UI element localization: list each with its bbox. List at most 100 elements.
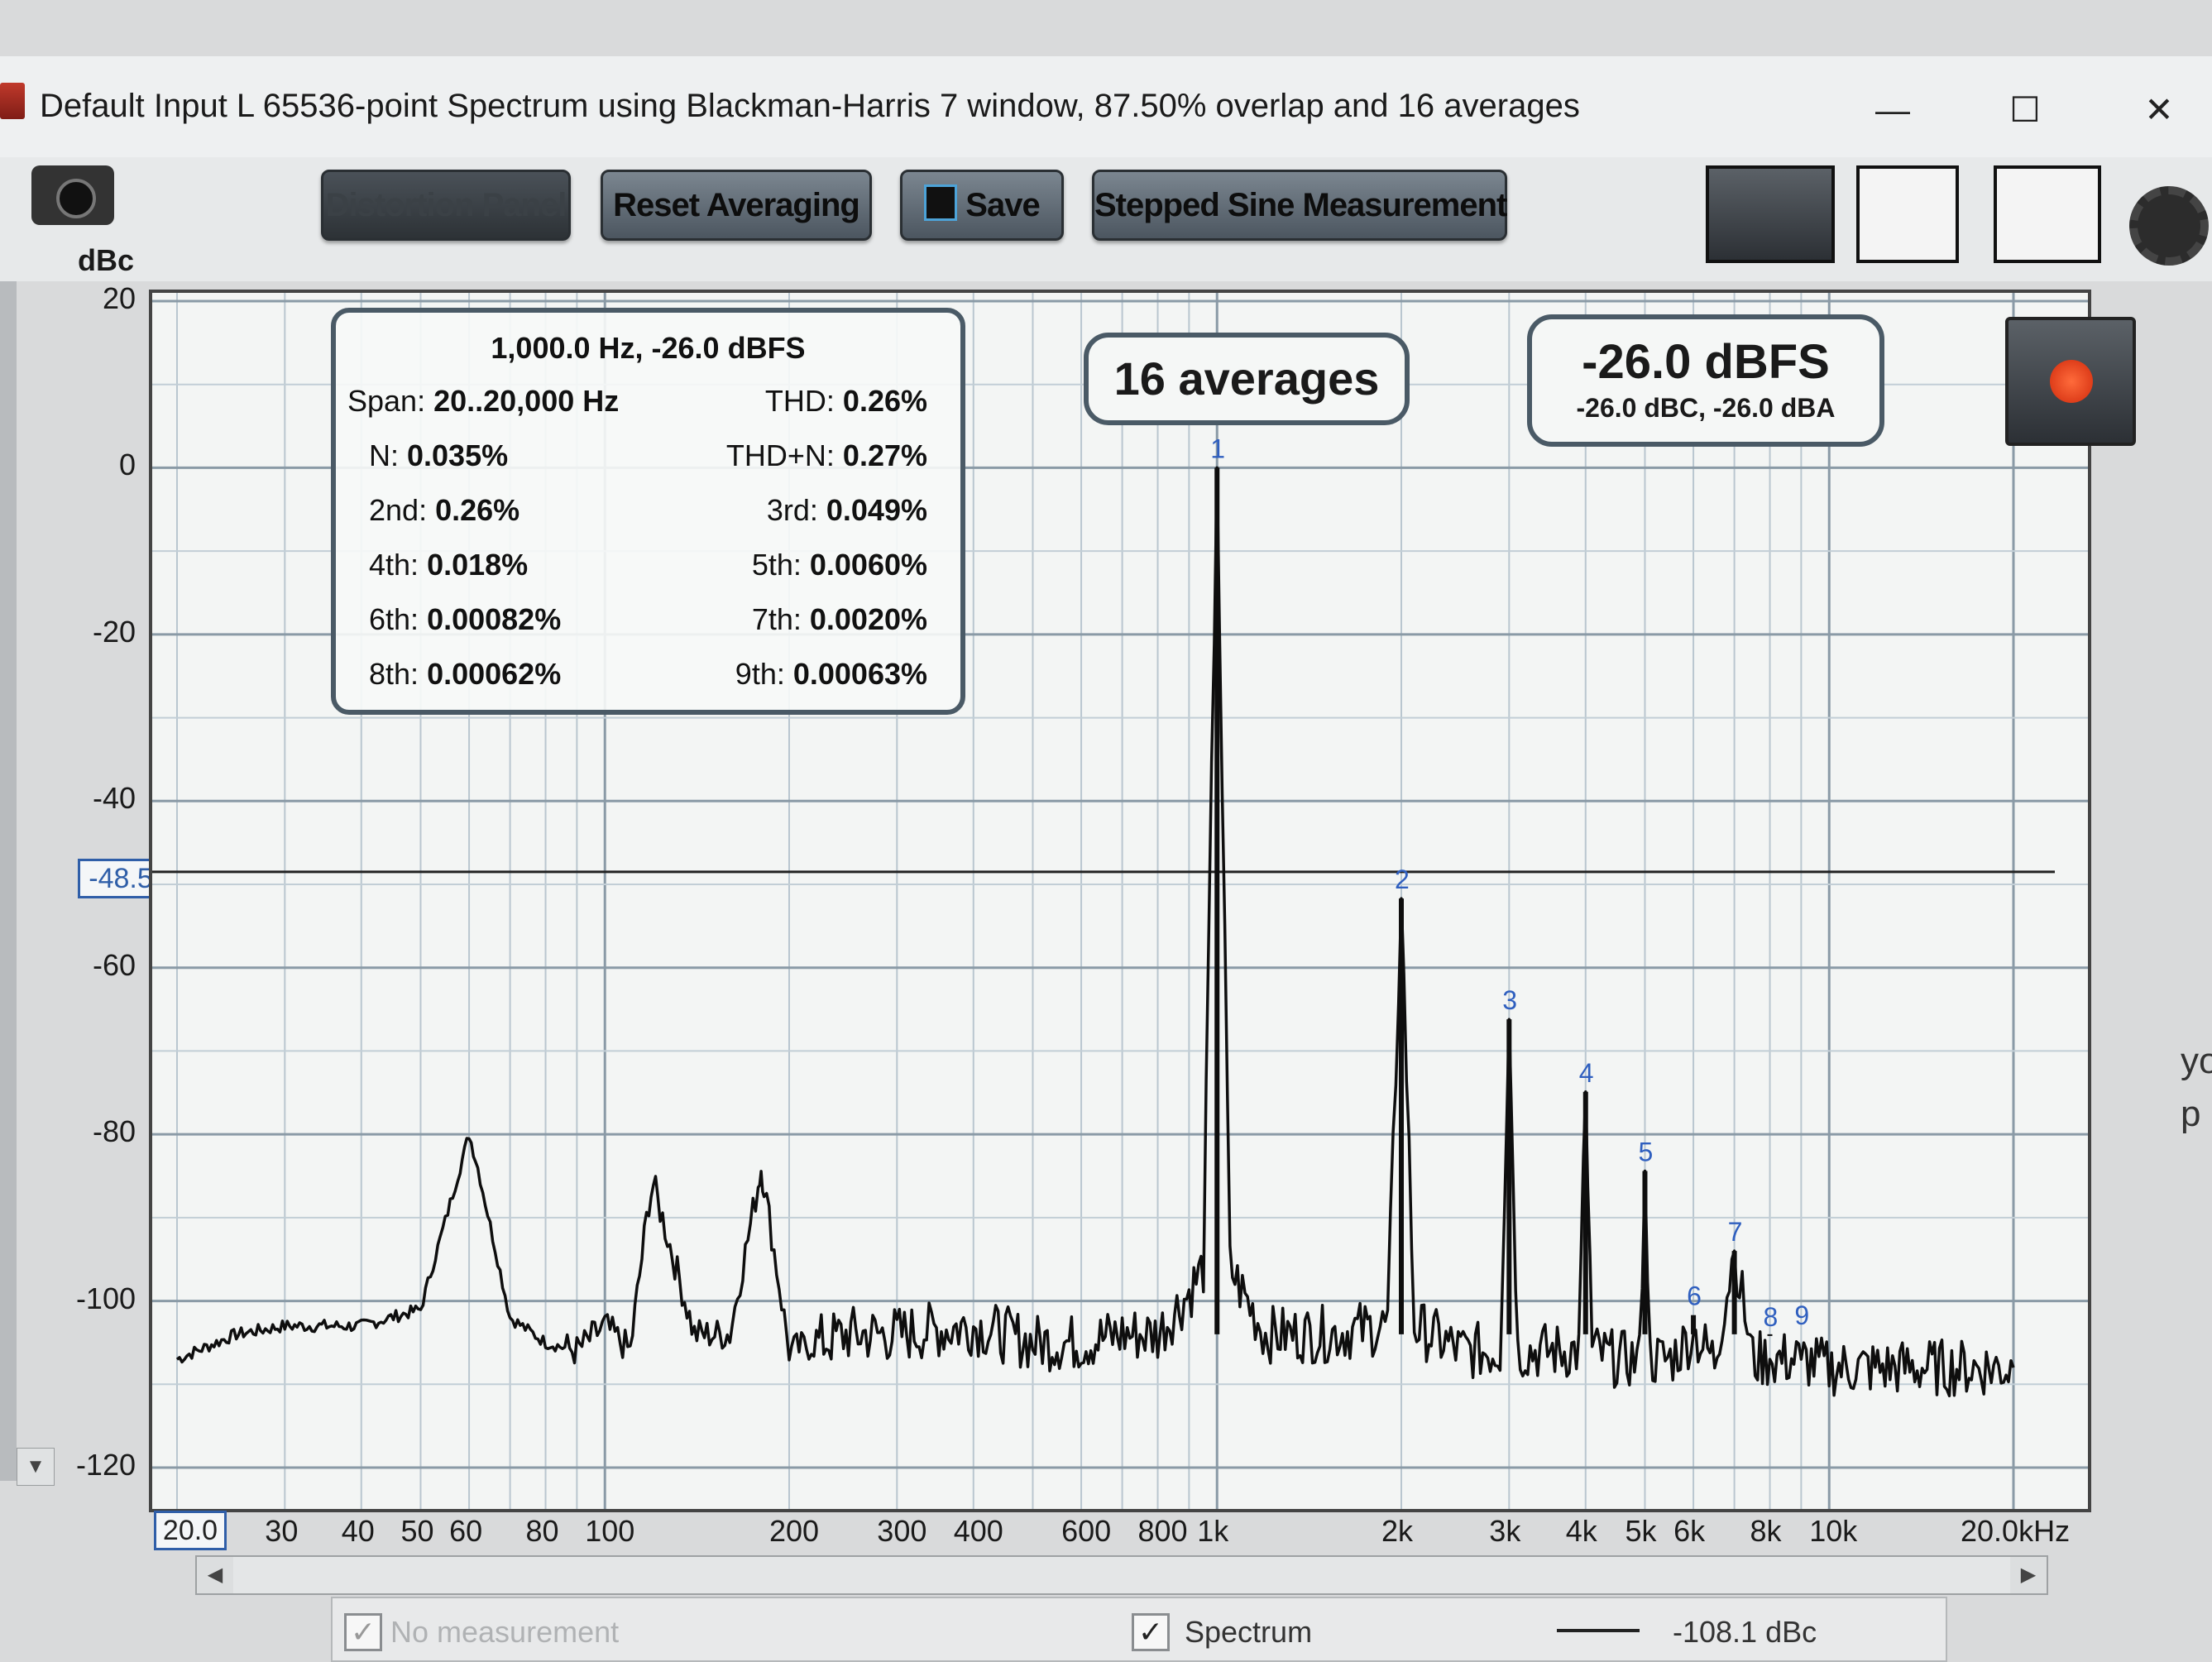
panel-metric-value: 0.018% [427,548,529,582]
x-tick-label: 6k [1673,1514,1706,1548]
x-tick-label: 300 [877,1514,927,1548]
harmonic-label-6: 6 [1687,1281,1702,1311]
panel-metric-value: 0.035% [407,438,509,472]
offscreen-text-2: p [2181,1094,2201,1134]
screenshot-camera-icon[interactable] [31,165,114,225]
title-bar [0,56,2212,175]
maximize-button[interactable]: ☐ [2009,90,2041,129]
panel-row-right: 5th: 0.0060% [752,548,927,582]
x-tick-label: 1k [1197,1514,1229,1548]
reset-averaging-button[interactable]: Reset Averaging [601,170,872,241]
harmonic-label-2: 2 [1395,865,1410,894]
minimize-button[interactable]: — [1875,90,1910,129]
vertical-scrollbar[interactable] [0,281,17,1481]
x-tick-label: 400 [953,1514,1003,1548]
panel-row-left: 2nd: 0.26% [369,493,519,528]
panel-metric-label: 3rd: [766,493,826,527]
x-tick-label: 2k [1381,1514,1414,1548]
spectrum-checkbox[interactable]: ✓ [1132,1613,1170,1651]
panel-metric-value: 0.26% [842,384,927,418]
x-tick-label: 600 [1061,1514,1112,1548]
spectrum-trace [175,466,2015,1398]
columns-view-icon[interactable] [1856,165,1959,263]
single-view-icon[interactable] [1706,165,1835,263]
x-tick-label: 800 [1137,1514,1188,1548]
spectrum-line-swatch [1557,1629,1640,1632]
fit-axes-icon[interactable] [1994,165,2101,263]
harmonic-label-8: 8 [1764,1302,1779,1332]
panel-row-left: 8th: 0.00062% [369,657,561,692]
panel-metric-label: 8th: [369,657,428,691]
scroll-left-arrow-icon[interactable]: ◀ [197,1557,233,1593]
save-button[interactable]: Save [900,170,1064,241]
y-tick-label: -80 [92,1114,136,1149]
panel-row-left: Span: 20..20,000 Hz [347,384,619,419]
harmonic-label-3: 3 [1502,985,1517,1015]
save-disk-icon [924,184,958,221]
x-tick-label: 20.0kHz [1961,1514,2071,1548]
x-tick-label: 60 [449,1514,483,1548]
panel-row-left: N: 0.035% [369,438,508,473]
input-level-dbfs: -26.0 dBFS [1582,335,1830,389]
panel-row-right: THD: 0.26% [765,384,927,419]
panel-metric-value: 0.00062% [427,657,562,691]
horizontal-scrollbar[interactable]: ◀ ▶ [195,1555,2048,1595]
harmonic-label-1: 1 [1210,433,1225,463]
panel-metric-value: 0.00063% [792,657,927,691]
app-icon [0,83,25,119]
x-tick-label: 80 [525,1514,559,1548]
spectrum-label: Spectrum [1185,1615,1313,1649]
panel-metric-value: 20..20,000 Hz [433,384,620,418]
distortion-panel-button[interactable]: Distortion Panel [321,170,571,241]
y-tick-label: -100 [75,1281,136,1315]
panel-metric-value: 0.0020% [809,602,927,636]
x-tick-label: 30 [265,1514,299,1548]
stepped-sine-measurement-button[interactable]: Stepped Sine Measurement [1092,170,1507,241]
panel-metric-label: Span: [347,384,434,418]
panel-metric-label: 2nd: [369,493,436,527]
harmonic-label-4: 4 [1579,1058,1594,1088]
scroll-down-arrow-icon[interactable]: ▼ [17,1448,55,1486]
panel-metric-label: N: [369,438,408,472]
panel-metric-value: 0.049% [826,493,927,527]
x-tick-label: 200 [769,1514,820,1548]
panel-metric-value: 0.27% [842,438,927,472]
scroll-right-arrow-icon[interactable]: ▶ [2010,1557,2047,1593]
panel-row-right: THD+N: 0.27% [726,438,927,473]
y-tick-label: -20 [92,614,136,649]
panel-metric-label: 6th: [369,602,428,636]
distortion-readout-panel: 1,000.0 Hz, -26.0 dBFS Span: 20..20,000 … [331,308,965,715]
y-tick-label: -120 [75,1448,136,1482]
input-level-display: -26.0 dBFS -26.0 dBC, -26.0 dBA [1527,314,1884,447]
x-tick-label: 5k [1625,1514,1657,1548]
panel-row-left: 4th: 0.018% [369,548,528,582]
x-axis-start-readout[interactable]: 20.0 [154,1511,227,1550]
no-measurement-label: No measurement [390,1615,620,1649]
spectrum-level-readout: -108.1 dBc [1673,1615,1817,1649]
settings-gear-icon[interactable] [2129,186,2209,266]
x-tick-label: 4k [1565,1514,1597,1548]
averages-badge: 16 averages [1084,333,1410,425]
x-tick-label: 50 [400,1514,434,1548]
panel-metric-label: 4th: [369,548,428,582]
panel-metric-label: 7th: [751,602,810,636]
record-button[interactable] [2005,317,2136,446]
y-tick-label: -60 [92,947,136,982]
y-tick-label: 0 [118,448,136,482]
fundamental-readout: 1,000.0 Hz, -26.0 dBFS [491,331,806,365]
close-button[interactable]: ✕ [2144,90,2174,129]
no-measurement-checkbox[interactable]: ✓ [344,1613,382,1651]
y-axis-unit: dBc [78,243,135,277]
offscreen-text-1: yo [2181,1041,2212,1081]
input-level-detail: -26.0 dBC, -26.0 dBA [1576,393,1836,423]
panel-row-left: 6th: 0.00082% [369,602,561,637]
panel-metric-label: 9th: [735,657,793,691]
harmonic-label-9: 9 [1794,1300,1809,1330]
y-tick-label: -40 [92,781,136,816]
panel-metric-value: 0.26% [435,493,520,527]
panel-metric-label: THD: [764,384,843,418]
x-tick-label: 10k [1809,1514,1858,1548]
panel-metric-value: 0.00082% [427,602,562,636]
panel-metric-value: 0.0060% [809,548,927,582]
legend-bar: ✓ No measurement ✓ Spectrum -108.1 dBc [331,1597,1947,1662]
